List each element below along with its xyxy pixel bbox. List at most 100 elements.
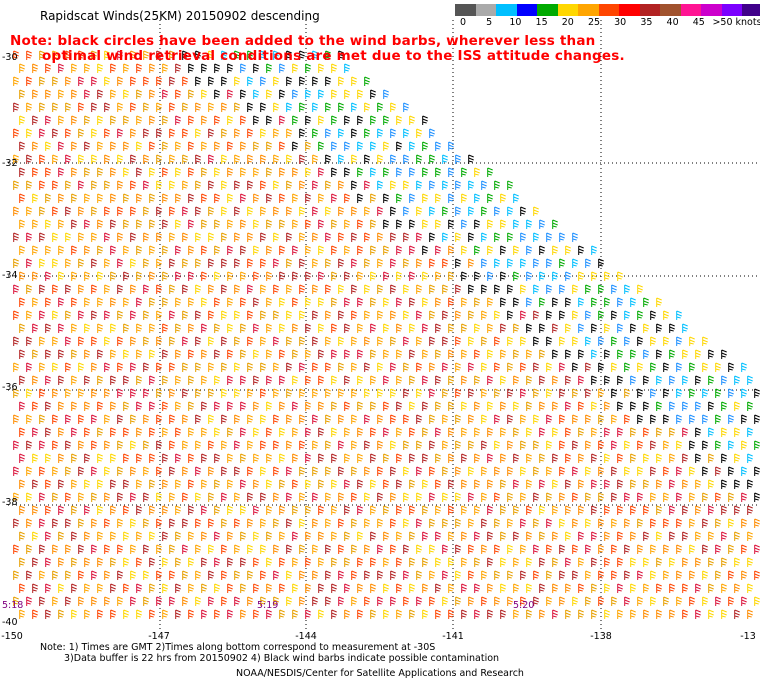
wind-barb (344, 141, 350, 151)
wind-barb (292, 427, 298, 437)
wind-barb (286, 414, 292, 424)
wind-barb (292, 505, 298, 515)
wind-barb (45, 349, 51, 359)
wind-barb (338, 128, 344, 138)
wind-barb (247, 544, 253, 554)
legend-swatch (701, 4, 722, 16)
wind-barb (201, 193, 207, 203)
wind-barb (279, 349, 285, 359)
wind-barb (370, 323, 376, 333)
legend-label: 30 (614, 17, 627, 28)
wind-barb (403, 466, 409, 476)
wind-barb (403, 154, 409, 164)
wind-barb (325, 388, 331, 398)
wind-barb (481, 414, 487, 424)
wind-barb (357, 219, 363, 229)
wind-barb (52, 440, 58, 450)
wind-barb (71, 583, 77, 593)
wind-barb (247, 388, 253, 398)
wind-barb (208, 414, 214, 424)
wind-barb (676, 362, 682, 372)
wind-barb (169, 50, 175, 60)
wind-barb (364, 258, 370, 268)
wind-barb (305, 583, 311, 593)
wind-barb (26, 232, 32, 242)
wind-barb (611, 596, 617, 606)
wind-barb (84, 453, 90, 463)
wind-barb (182, 76, 188, 86)
wind-barb (708, 453, 714, 463)
wind-barb (279, 63, 285, 73)
wind-barb (396, 271, 402, 281)
wind-barb (214, 557, 220, 567)
wind-barb (656, 375, 662, 385)
wind-barb (91, 596, 97, 606)
wind-barb (331, 375, 337, 385)
wind-barb (201, 557, 207, 567)
wind-barb (468, 206, 474, 216)
wind-barb (390, 570, 396, 580)
wind-barb (533, 440, 539, 450)
wind-barb (481, 570, 487, 580)
wind-barb (442, 180, 448, 190)
wind-barb (136, 193, 142, 203)
wind-barb (104, 570, 110, 580)
wind-barb (552, 505, 558, 515)
wind-barb (663, 596, 669, 606)
wind-barb (721, 479, 727, 489)
wind-barb (318, 479, 324, 489)
wind-barb (747, 505, 753, 515)
wind-barb (266, 271, 272, 281)
wind-barb (611, 284, 617, 294)
wind-barb (58, 505, 64, 515)
wind-barb (539, 531, 545, 541)
wind-barb (409, 271, 415, 281)
wind-barb (695, 557, 701, 567)
wind-barb (650, 518, 656, 528)
wind-barb (169, 284, 175, 294)
wind-barb (351, 440, 357, 450)
wind-barb (260, 362, 266, 372)
wind-barb (188, 531, 194, 541)
wind-barb (604, 401, 610, 411)
wind-barb (169, 128, 175, 138)
wind-barb (344, 323, 350, 333)
wind-barb (45, 583, 51, 593)
wind-barb (630, 297, 636, 307)
wind-barb (383, 505, 389, 515)
wind-barb (123, 505, 129, 515)
wind-barb (442, 206, 448, 216)
wind-barb (260, 284, 266, 294)
wind-barb (84, 401, 90, 411)
wind-barb (364, 518, 370, 528)
wind-barb (266, 219, 272, 229)
wind-barb (682, 323, 688, 333)
wind-barb (312, 154, 318, 164)
wind-barb (565, 557, 571, 567)
wind-barb (676, 336, 682, 346)
wind-barb (656, 453, 662, 463)
wind-barb (377, 414, 383, 424)
wind-barb (318, 167, 324, 177)
wind-barb (221, 154, 227, 164)
wind-barb (149, 401, 155, 411)
wind-barb (357, 349, 363, 359)
wind-barb (52, 128, 58, 138)
wind-barb (637, 284, 643, 294)
wind-barb (331, 609, 337, 619)
wind-barb (338, 544, 344, 554)
wind-barb (221, 310, 227, 320)
wind-barb (416, 258, 422, 268)
wind-barb (52, 388, 58, 398)
wind-barb (357, 323, 363, 333)
wind-barb (91, 570, 97, 580)
wind-barb (689, 596, 695, 606)
wind-barb (682, 531, 688, 541)
wind-barb (104, 232, 110, 242)
wind-barb (234, 518, 240, 528)
wind-barb (175, 271, 181, 281)
wind-barb (279, 427, 285, 437)
wind-barb (104, 466, 110, 476)
wind-barb (377, 284, 383, 294)
legend-swatch (475, 4, 496, 16)
